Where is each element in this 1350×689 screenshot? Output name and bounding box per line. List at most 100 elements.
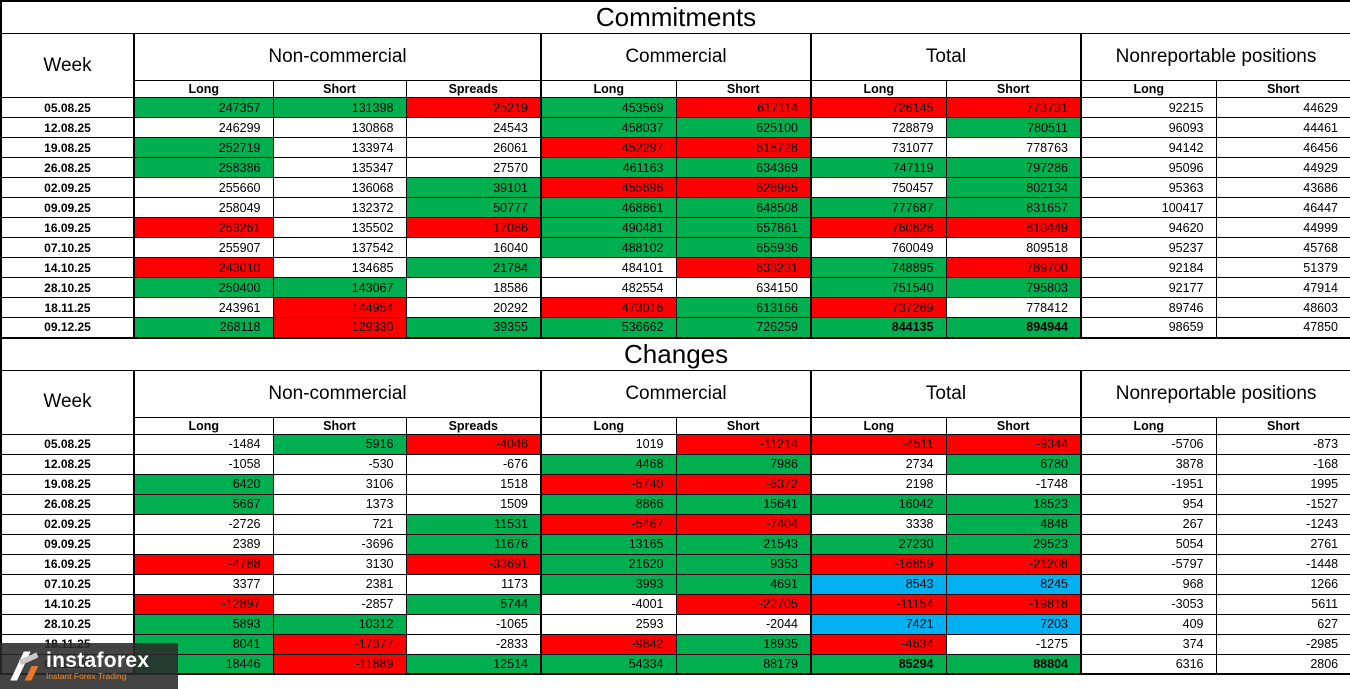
value-cell: 250400 <box>133 277 274 298</box>
value-cell: 15641 <box>675 493 812 515</box>
value-cell: 6420 <box>133 473 274 495</box>
value-cell: -19818 <box>945 593 1082 615</box>
value-cell: 255660 <box>133 177 274 198</box>
value-cell: 954 <box>1080 493 1217 515</box>
value-cell: 96093 <box>1080 117 1217 138</box>
value-cell: -4788 <box>133 553 274 575</box>
value-cell: 89746 <box>1080 297 1217 318</box>
value-cell: 247357 <box>133 97 274 118</box>
value-cell: 137542 <box>272 237 407 258</box>
watermark-text: instaforex Instant Forex Trading <box>46 650 149 681</box>
value-cell: 894944 <box>945 317 1082 338</box>
value-cell: -5467 <box>540 513 677 535</box>
table-row: 07.10.25 3377 2381 1173 3993 4691 8543 8245 968 1… <box>0 573 1350 595</box>
value-cell: 12514 <box>405 653 542 675</box>
value-cell: 657861 <box>675 217 812 238</box>
col-header-short: Short <box>945 416 1082 435</box>
value-cell: 39101 <box>405 177 542 198</box>
value-cell: 468861 <box>540 197 677 218</box>
value-cell: 258049 <box>133 197 274 218</box>
value-cell: 253261 <box>133 217 274 238</box>
col-header-short: Short <box>272 80 407 98</box>
value-cell: 748895 <box>810 257 947 278</box>
value-cell: 98659 <box>1080 317 1217 338</box>
value-cell: -21208 <box>945 553 1082 575</box>
value-cell: 3377 <box>133 573 274 595</box>
value-cell: 25219 <box>405 97 542 118</box>
value-cell: 844135 <box>810 317 947 338</box>
week-cell: 19.08.25 <box>0 473 135 495</box>
week-cell: 07.10.25 <box>0 573 135 595</box>
table-row: 09.12.2518446-11889125145433488179852948… <box>0 653 1350 675</box>
week-cell: 18.11.25 <box>0 297 135 318</box>
table-row: 26.08.25 5667 1373 1509 8866 15641 16042 18523 9… <box>0 493 1350 515</box>
value-cell: 778412 <box>945 297 1082 318</box>
col-header-long: Long <box>1080 416 1217 435</box>
value-cell: 797286 <box>945 157 1082 178</box>
week-cell: 09.09.25 <box>0 197 135 218</box>
value-cell: 88804 <box>945 653 1082 675</box>
value-cell: 10312 <box>272 613 407 635</box>
value-cell: 778763 <box>945 137 1082 158</box>
week-cell: 05.08.25 <box>0 97 135 118</box>
group-header-noncommercial: Non-commercial <box>133 369 542 418</box>
value-cell: 136068 <box>272 177 407 198</box>
value-cell: -530 <box>272 453 407 475</box>
value-cell: 18586 <box>405 277 542 298</box>
value-cell: 7986 <box>675 453 812 475</box>
value-cell: 3878 <box>1080 453 1217 475</box>
value-cell: -7404 <box>675 513 812 535</box>
value-cell: 95363 <box>1080 177 1217 198</box>
value-cell: -4511 <box>810 433 947 455</box>
table-row: 09.12.25 268118 129330 39355 536662 726259 844… <box>0 317 1350 338</box>
value-cell: 780511 <box>945 117 1082 138</box>
value-cell: 633231 <box>675 257 812 278</box>
value-cell: 627 <box>1215 613 1350 635</box>
value-cell: 1019 <box>540 433 677 455</box>
value-cell: 773731 <box>945 97 1082 118</box>
value-cell: 92215 <box>1080 97 1217 118</box>
value-cell: 810449 <box>945 217 1082 238</box>
col-header-short: Short <box>945 80 1082 98</box>
value-cell: -6372 <box>675 473 812 495</box>
value-cell: 94620 <box>1080 217 1217 238</box>
col-header-spreads: Spreads <box>405 80 542 98</box>
value-cell: 618728 <box>675 137 812 158</box>
value-cell: 374 <box>1080 633 1217 655</box>
value-cell: 21543 <box>675 533 812 555</box>
value-cell: 1266 <box>1215 573 1350 595</box>
week-cell: 12.08.25 <box>0 453 135 475</box>
value-cell: -3053 <box>1080 593 1217 615</box>
value-cell: 95096 <box>1080 157 1217 178</box>
value-cell: 44629 <box>1215 97 1350 118</box>
value-cell: 9353 <box>675 553 812 575</box>
value-cell: -1275 <box>945 633 1082 655</box>
value-cell: 737269 <box>810 297 947 318</box>
value-cell: 45768 <box>1215 237 1350 258</box>
value-cell: 44929 <box>1215 157 1350 178</box>
week-cell: 28.10.25 <box>0 613 135 635</box>
value-cell: 452297 <box>540 137 677 158</box>
group-header-nonreportable: Nonreportable positions <box>1079 33 1350 81</box>
value-cell: 51379 <box>1215 257 1350 278</box>
value-cell: 16040 <box>405 237 542 258</box>
week-cell: 14.10.25 <box>0 593 135 615</box>
value-cell: 760049 <box>810 237 947 258</box>
table-row: 12.08.25 -1058 -530 -676 4468 7986 2734 6780 387… <box>0 453 1350 475</box>
commitments-group-header-row: Week Non-commercial Commercial Total Non… <box>0 33 1350 98</box>
group-header-total: Total <box>810 33 1082 81</box>
value-cell: 458037 <box>540 117 677 138</box>
value-cell: 100417 <box>1080 197 1217 218</box>
value-cell: -1748 <box>945 473 1082 495</box>
value-cell: 626965 <box>675 177 812 198</box>
col-header-long: Long <box>810 416 947 435</box>
instaforex-watermark: instaforex Instant Forex Trading <box>0 643 178 689</box>
group-header-noncommercial: Non-commercial <box>133 33 542 81</box>
value-cell: -1527 <box>1215 493 1350 515</box>
value-cell: 20292 <box>405 297 542 318</box>
value-cell: 1173 <box>405 573 542 595</box>
week-cell: 26.08.25 <box>0 157 135 178</box>
value-cell: 94142 <box>1080 137 1217 158</box>
value-cell: 484101 <box>540 257 677 278</box>
value-cell: 789700 <box>945 257 1082 278</box>
